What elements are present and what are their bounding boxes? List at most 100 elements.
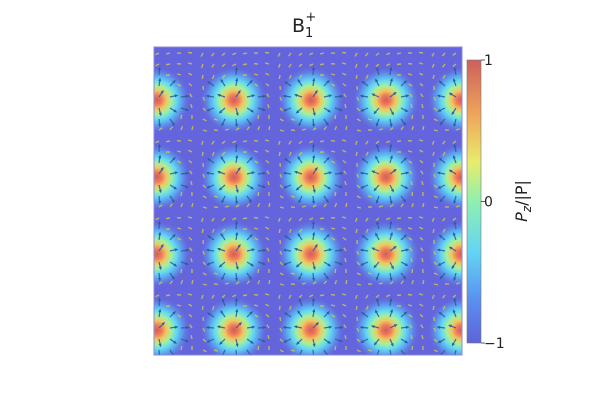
vector-field: [155, 51, 460, 355]
vector-arrow: [433, 173, 437, 178]
vector-arrow: [221, 63, 226, 68]
vector-arrow: [312, 89, 318, 98]
vector-arrow: [180, 191, 183, 197]
vector-arrow: [189, 324, 193, 329]
vector-arrow: [407, 304, 413, 307]
vector-arrow: [386, 140, 391, 144]
vector-arrow: [211, 52, 215, 57]
vector-arrow: [323, 184, 332, 190]
vector-arrow: [433, 195, 438, 199]
skyrmion-cores: [154, 66, 462, 355]
vector-arrow: [169, 171, 179, 175]
vector-arrow: [298, 195, 303, 204]
vector-arrow: [344, 180, 347, 186]
vector-arrow: [220, 155, 226, 164]
vector-arrow: [400, 203, 404, 208]
vector-arrow: [334, 326, 344, 330]
vector-arrow: [235, 281, 240, 285]
vector-arrow: [283, 338, 292, 343]
vector-arrow: [200, 63, 204, 68]
vector-arrow: [158, 204, 163, 208]
vector-arrow: [279, 338, 284, 343]
vector-arrow: [311, 143, 315, 153]
vector-arrow: [442, 228, 446, 233]
vector-arrow: [211, 217, 215, 222]
vector-arrow: [309, 140, 314, 144]
vector-arrow: [411, 202, 415, 208]
vector-arrow: [246, 107, 255, 113]
vector-arrow: [418, 51, 424, 54]
vector-arrow: [344, 103, 347, 109]
vector-arrow: [400, 171, 410, 175]
vector-arrow: [448, 246, 457, 252]
vector-arrow: [234, 297, 238, 307]
vector-arrow: [288, 63, 292, 68]
vector-arrow: [438, 234, 446, 241]
vector-arrow: [180, 107, 190, 111]
vector-arrow: [334, 94, 344, 98]
vector-arrow: [343, 93, 347, 98]
vector-arrow: [367, 349, 373, 352]
vector-arrow: [176, 227, 182, 230]
vector-arrow: [158, 231, 162, 241]
vector-arrow: [354, 140, 358, 145]
vector-arrow: [323, 233, 330, 241]
vector-arrow: [356, 338, 361, 343]
vector-arrow: [400, 338, 409, 344]
vector-arrow: [220, 78, 226, 87]
vector-arrow: [202, 173, 206, 178]
vector-arrow: [389, 168, 397, 175]
vector-arrow: [216, 248, 226, 252]
skyrmion-core: [427, 296, 462, 355]
vector-arrow: [419, 236, 424, 241]
vector-arrow: [202, 107, 207, 112]
vector-arrow: [200, 217, 204, 222]
vector-arrow: [267, 103, 270, 109]
vector-arrow: [342, 82, 347, 87]
vector-arrow: [165, 63, 171, 66]
vector-arrow: [408, 83, 413, 87]
vector-arrow: [389, 118, 393, 128]
vector-arrow: [418, 139, 424, 142]
vector-arrow: [235, 338, 239, 348]
vector-arrow: [452, 77, 457, 87]
vector-arrow: [323, 79, 330, 87]
vector-arrow: [288, 74, 292, 79]
vector-arrow: [257, 268, 260, 274]
vector-arrow: [158, 243, 164, 252]
vector-arrow: [432, 74, 435, 80]
vector-arrow: [224, 128, 230, 131]
vector-arrow: [452, 52, 457, 56]
vector-arrow: [361, 157, 369, 164]
vector-arrow: [407, 150, 413, 153]
vector-arrow: [257, 338, 266, 343]
vector-arrow: [432, 151, 435, 157]
vector-arrow: [431, 140, 435, 145]
vector-arrow: [360, 184, 369, 189]
vector-arrow: [220, 310, 226, 318]
vector-arrow: [235, 243, 241, 252]
vector-arrow: [439, 272, 446, 280]
vector-arrow: [155, 52, 160, 56]
vector-arrow: [202, 261, 207, 266]
vector-arrow: [169, 325, 179, 329]
vector-arrow: [375, 217, 380, 222]
skyrmion-core: [154, 143, 191, 211]
vector-arrow: [371, 170, 380, 175]
vector-arrow: [312, 308, 316, 318]
vector-arrow: [213, 349, 219, 352]
vector-arrow: [180, 326, 190, 330]
vector-arrow: [200, 140, 204, 145]
vector-arrow: [157, 220, 161, 230]
vector-arrow: [177, 160, 182, 164]
vector-arrow: [254, 160, 259, 164]
vector-arrow: [419, 82, 424, 87]
vector-arrow: [189, 93, 193, 98]
vector-arrow: [451, 261, 457, 270]
vector-arrow: [266, 93, 270, 98]
chart-title-subscript: 1: [305, 26, 313, 41]
vector-arrow: [257, 248, 267, 252]
vector-arrow: [400, 118, 407, 126]
vector-arrow: [365, 228, 369, 233]
vector-arrow: [297, 155, 303, 164]
